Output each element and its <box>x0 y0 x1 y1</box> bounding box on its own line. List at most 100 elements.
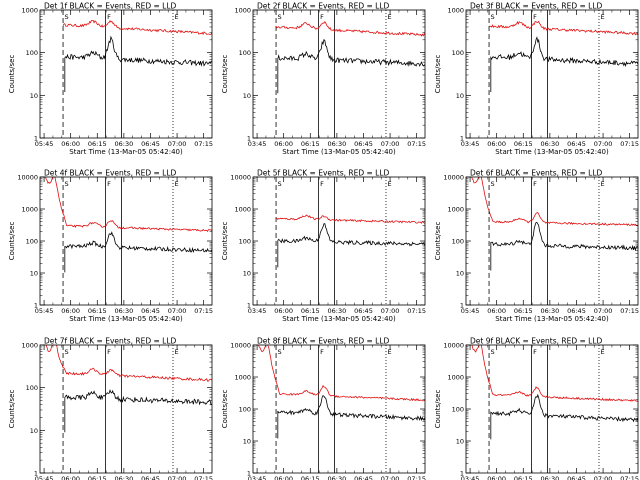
panel-title: Det 1f BLACK = Events, RED = LLD <box>44 2 177 11</box>
series-lld-line <box>40 177 212 233</box>
x-tick-label: 06:30 <box>328 140 347 148</box>
x-tick-label: 06:30 <box>115 307 134 315</box>
x-tick-label: 07:00 <box>381 307 400 315</box>
y-tick-label: 10 <box>30 427 38 435</box>
event-label: E <box>600 348 604 356</box>
y-tick-label: 100 <box>26 384 38 392</box>
x-tick-label: 03:45 <box>248 307 267 315</box>
x-tick-label: 06:45 <box>141 307 160 315</box>
y-tick-label: 1 <box>460 135 464 143</box>
series-events-line <box>490 36 638 92</box>
panel-title: Det 6f BLACK = Events, RED = LLD <box>470 169 603 178</box>
y-tick-label: 10000 <box>230 342 251 350</box>
y-tick-label: 100 <box>26 238 38 246</box>
x-tick-label: 06:30 <box>541 307 560 315</box>
y-tick-label: 10 <box>243 92 251 100</box>
event-label: F <box>320 180 324 188</box>
x-tick-label: 06:00 <box>274 140 293 148</box>
x-axis-label: Start Time (13-Mar-05 05:42:40) <box>282 148 396 156</box>
x-tick-label: 06:30 <box>541 475 560 480</box>
x-tick-label: 03:45 <box>461 475 480 480</box>
event-label: F <box>533 180 537 188</box>
series-lld-line <box>275 21 425 37</box>
panel-det-8: Det 8f BLACK = Events, RED = LLD S F E 1 10 10… <box>221 337 426 480</box>
x-axis-label: Start Time (13-Mar-05 05:42:40) <box>282 315 396 323</box>
x-tick-label: 05:45 <box>35 140 54 148</box>
y-tick-label: 100 <box>452 238 464 246</box>
panel-title: Det 8f BLACK = Events, RED = LLD <box>257 337 390 346</box>
x-tick-label: 05:45 <box>35 475 54 480</box>
event-label: F <box>107 180 111 188</box>
y-axis-label: Counts/sec <box>221 55 229 94</box>
x-tick-label: 06:15 <box>514 140 533 148</box>
x-tick-label: 07:00 <box>168 307 187 315</box>
x-tick-label: 07:15 <box>620 307 639 315</box>
x-tick-label: 06:15 <box>88 475 107 480</box>
x-tick-label: 06:30 <box>115 475 134 480</box>
x-tick-label: 06:45 <box>354 475 373 480</box>
event-label: S <box>278 13 282 21</box>
plot-frame <box>465 9 639 139</box>
y-tick-label: 100 <box>239 49 251 57</box>
y-axis-label: Counts/sec <box>8 222 16 261</box>
x-tick-label: 07:00 <box>594 475 613 480</box>
panel-det-2: Det 2f BLACK = Events, RED = LLD S F E 1 10 10… <box>221 2 426 157</box>
event-label: E <box>387 180 391 188</box>
x-axis-label: Start Time (13-Mar-05 05:42:40) <box>69 315 183 323</box>
y-tick-label: 1000 <box>234 206 251 214</box>
panel-title: Det 2f BLACK = Events, RED = LLD <box>257 2 390 11</box>
series-events-line <box>277 39 425 94</box>
event-label: S <box>65 13 69 21</box>
panel-det-9: Det 9f BLACK = Events, RED = LLD S F E 1 10 10… <box>434 337 639 480</box>
event-label: E <box>387 13 391 21</box>
x-tick-label: 06:15 <box>301 140 320 148</box>
panel-title: Det 9f BLACK = Events, RED = LLD <box>470 337 603 346</box>
plot-frame <box>252 344 426 474</box>
x-tick-label: 05:45 <box>35 307 54 315</box>
x-tick-label: 06:00 <box>487 475 506 480</box>
y-tick-label: 10000 <box>443 174 464 182</box>
x-tick-label: 07:00 <box>168 140 187 148</box>
panel-title: Det 7f BLACK = Events, RED = LLD <box>44 337 177 346</box>
y-tick-label: 1000 <box>21 206 38 214</box>
x-tick-label: 06:00 <box>61 140 80 148</box>
plot-frame <box>39 344 213 474</box>
y-tick-label: 1000 <box>447 374 464 382</box>
y-axis-label: Counts/sec <box>8 390 16 429</box>
x-axis-label: Start Time (13-Mar-05 05:42:40) <box>495 148 609 156</box>
y-axis-label: Counts/sec <box>221 390 229 429</box>
x-tick-label: 06:45 <box>141 475 160 480</box>
series-lld-line <box>40 345 212 382</box>
y-tick-label: 100 <box>452 406 464 414</box>
event-label: E <box>600 13 604 21</box>
y-tick-label: 1000 <box>447 206 464 214</box>
x-tick-label: 06:00 <box>61 475 80 480</box>
x-tick-label: 06:45 <box>567 475 586 480</box>
plot-frame <box>252 9 426 139</box>
x-tick-label: 07:15 <box>407 140 426 148</box>
y-tick-label: 10 <box>30 270 38 278</box>
y-tick-label: 1 <box>34 470 38 478</box>
y-tick-label: 1 <box>34 302 38 310</box>
event-label: S <box>65 348 69 356</box>
y-tick-label: 10000 <box>443 342 464 350</box>
x-tick-label: 06:15 <box>514 307 533 315</box>
event-label: S <box>65 180 69 188</box>
series-events-line <box>490 222 638 271</box>
y-tick-label: 10 <box>243 270 251 278</box>
y-axis-label: Counts/sec <box>434 390 442 429</box>
series-lld-line <box>466 177 638 227</box>
event-label: S <box>491 180 495 188</box>
y-tick-label: 1 <box>460 470 464 478</box>
y-axis-label: Counts/sec <box>434 55 442 94</box>
x-tick-label: 06:15 <box>88 140 107 148</box>
x-tick-label: 06:00 <box>274 475 293 480</box>
x-tick-label: 07:15 <box>194 307 213 315</box>
x-tick-label: 07:00 <box>381 140 400 148</box>
x-tick-label: 07:15 <box>620 140 639 148</box>
